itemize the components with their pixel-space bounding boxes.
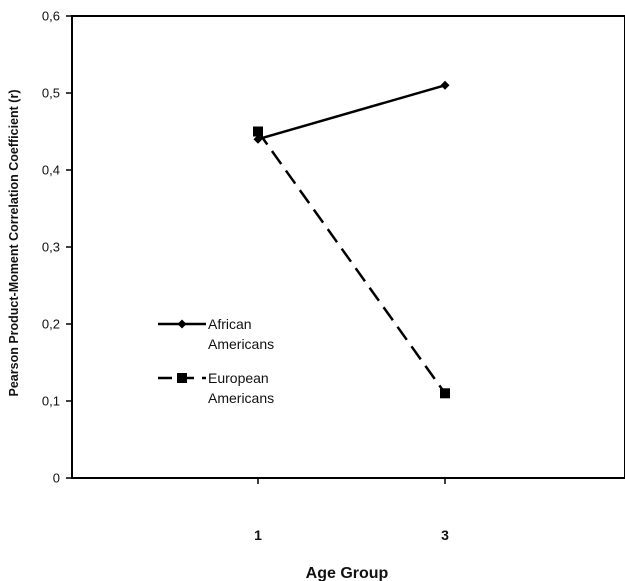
series-layer — [253, 80, 450, 399]
legend-label: European Americans — [208, 370, 274, 406]
y-tick-label: 0,2 — [42, 317, 60, 332]
y-axis-title: Pearson Product-Moment Correlation Coeff… — [7, 90, 21, 397]
legend-item-1: African Americans — [158, 316, 274, 352]
data-point — [440, 388, 450, 399]
data-point — [253, 134, 263, 144]
legend-item-2: European Americans — [158, 370, 274, 406]
legend-label: African Americans — [208, 316, 274, 352]
y-tick-label: 0,3 — [42, 240, 60, 255]
y-tick-label: 0,4 — [42, 163, 60, 178]
y-tick-label: 0,6 — [42, 9, 60, 24]
series-line — [257, 84, 446, 141]
data-point — [440, 80, 450, 90]
y-tick-label: 0,1 — [42, 394, 60, 409]
legend-marker — [177, 373, 187, 383]
series-line — [256, 130, 447, 395]
plot-area — [71, 15, 625, 479]
y-axis-ticks: 0 0,1 0,2 0,3 0,4 0,5 0,6 — [42, 9, 72, 486]
x-axis-title: Age Group — [306, 565, 389, 581]
series-2 — [253, 126, 450, 399]
data-point — [253, 126, 263, 137]
series-1 — [253, 80, 450, 144]
x-tick-label: 1 — [254, 527, 262, 543]
legend: African Americans European Americans — [158, 316, 274, 406]
legend-marker — [177, 319, 187, 329]
y-tick-label: 0,5 — [42, 86, 60, 101]
y-tick-label: 0 — [53, 471, 60, 486]
x-tick-label: 3 — [441, 527, 449, 543]
